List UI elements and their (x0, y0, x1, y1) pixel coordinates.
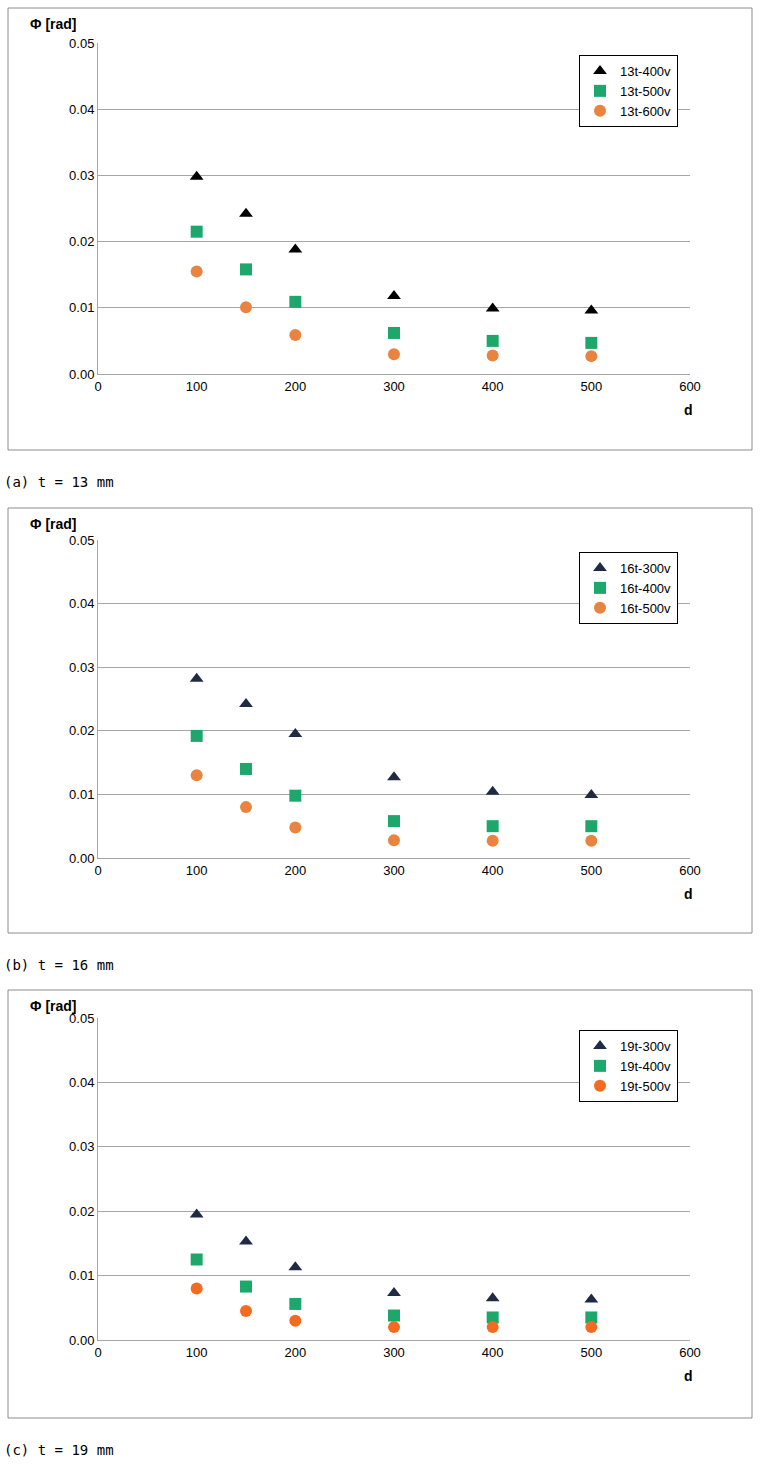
svg-text:0.01: 0.01 (69, 300, 94, 315)
svg-text:(a) t = 13 mm: (a) t = 13 mm (4, 474, 114, 490)
svg-text:500: 500 (580, 863, 602, 878)
svg-text:0.03: 0.03 (69, 168, 94, 183)
svg-text:0.00: 0.00 (69, 1333, 94, 1348)
svg-text:0: 0 (94, 863, 101, 878)
svg-text:0.03: 0.03 (69, 1139, 94, 1154)
svg-text:600: 600 (679, 379, 701, 394)
svg-text:0.04: 0.04 (69, 596, 94, 611)
svg-text:Φ [rad]: Φ [rad] (30, 16, 77, 32)
svg-text:Φ [rad]: Φ [rad] (30, 516, 77, 532)
svg-text:400: 400 (482, 379, 504, 394)
svg-text:0.00: 0.00 (69, 851, 94, 866)
svg-text:100: 100 (186, 1345, 208, 1360)
svg-text:0.03: 0.03 (69, 660, 94, 675)
svg-text:13t-400v: 13t-400v (620, 64, 671, 79)
svg-text:13t-600v: 13t-600v (620, 104, 671, 119)
svg-text:0.04: 0.04 (69, 102, 94, 117)
svg-text:0.02: 0.02 (69, 234, 94, 249)
svg-text:300: 300 (383, 863, 405, 878)
svg-text:200: 200 (284, 863, 306, 878)
svg-text:0.01: 0.01 (69, 1268, 94, 1283)
svg-text:0.05: 0.05 (69, 36, 94, 51)
svg-text:d: d (684, 1368, 693, 1384)
svg-text:Φ [rad]: Φ [rad] (30, 998, 77, 1014)
svg-text:16t-500v: 16t-500v (620, 601, 671, 616)
svg-text:400: 400 (482, 863, 504, 878)
svg-text:16t-300v: 16t-300v (620, 561, 671, 576)
svg-text:400: 400 (482, 1345, 504, 1360)
svg-text:0.01: 0.01 (69, 787, 94, 802)
svg-text:(c) t = 19 mm: (c) t = 19 mm (4, 1442, 114, 1458)
svg-text:0.04: 0.04 (69, 1075, 94, 1090)
svg-text:0.02: 0.02 (69, 723, 94, 738)
svg-text:0.05: 0.05 (69, 533, 94, 548)
svg-text:100: 100 (186, 863, 208, 878)
svg-text:600: 600 (679, 1345, 701, 1360)
svg-text:d: d (684, 886, 693, 902)
svg-text:0.02: 0.02 (69, 1204, 94, 1219)
svg-text:0: 0 (94, 1345, 101, 1360)
svg-text:600: 600 (679, 863, 701, 878)
svg-text:0.00: 0.00 (69, 367, 94, 382)
svg-text:0: 0 (94, 379, 101, 394)
svg-text:200: 200 (284, 379, 306, 394)
svg-text:13t-500v: 13t-500v (620, 84, 671, 99)
svg-text:200: 200 (284, 1345, 306, 1360)
svg-text:19t-300v: 19t-300v (620, 1039, 671, 1054)
svg-text:300: 300 (383, 379, 405, 394)
svg-text:500: 500 (580, 1345, 602, 1360)
svg-text:d: d (684, 402, 693, 418)
svg-text:300: 300 (383, 1345, 405, 1360)
svg-text:500: 500 (580, 379, 602, 394)
svg-text:0.05: 0.05 (69, 1011, 94, 1026)
svg-text:16t-400v: 16t-400v (620, 581, 671, 596)
svg-text:100: 100 (186, 379, 208, 394)
svg-text:19t-500v: 19t-500v (620, 1079, 671, 1094)
svg-text:19t-400v: 19t-400v (620, 1059, 671, 1074)
svg-text:(b) t = 16 mm: (b) t = 16 mm (4, 957, 114, 973)
